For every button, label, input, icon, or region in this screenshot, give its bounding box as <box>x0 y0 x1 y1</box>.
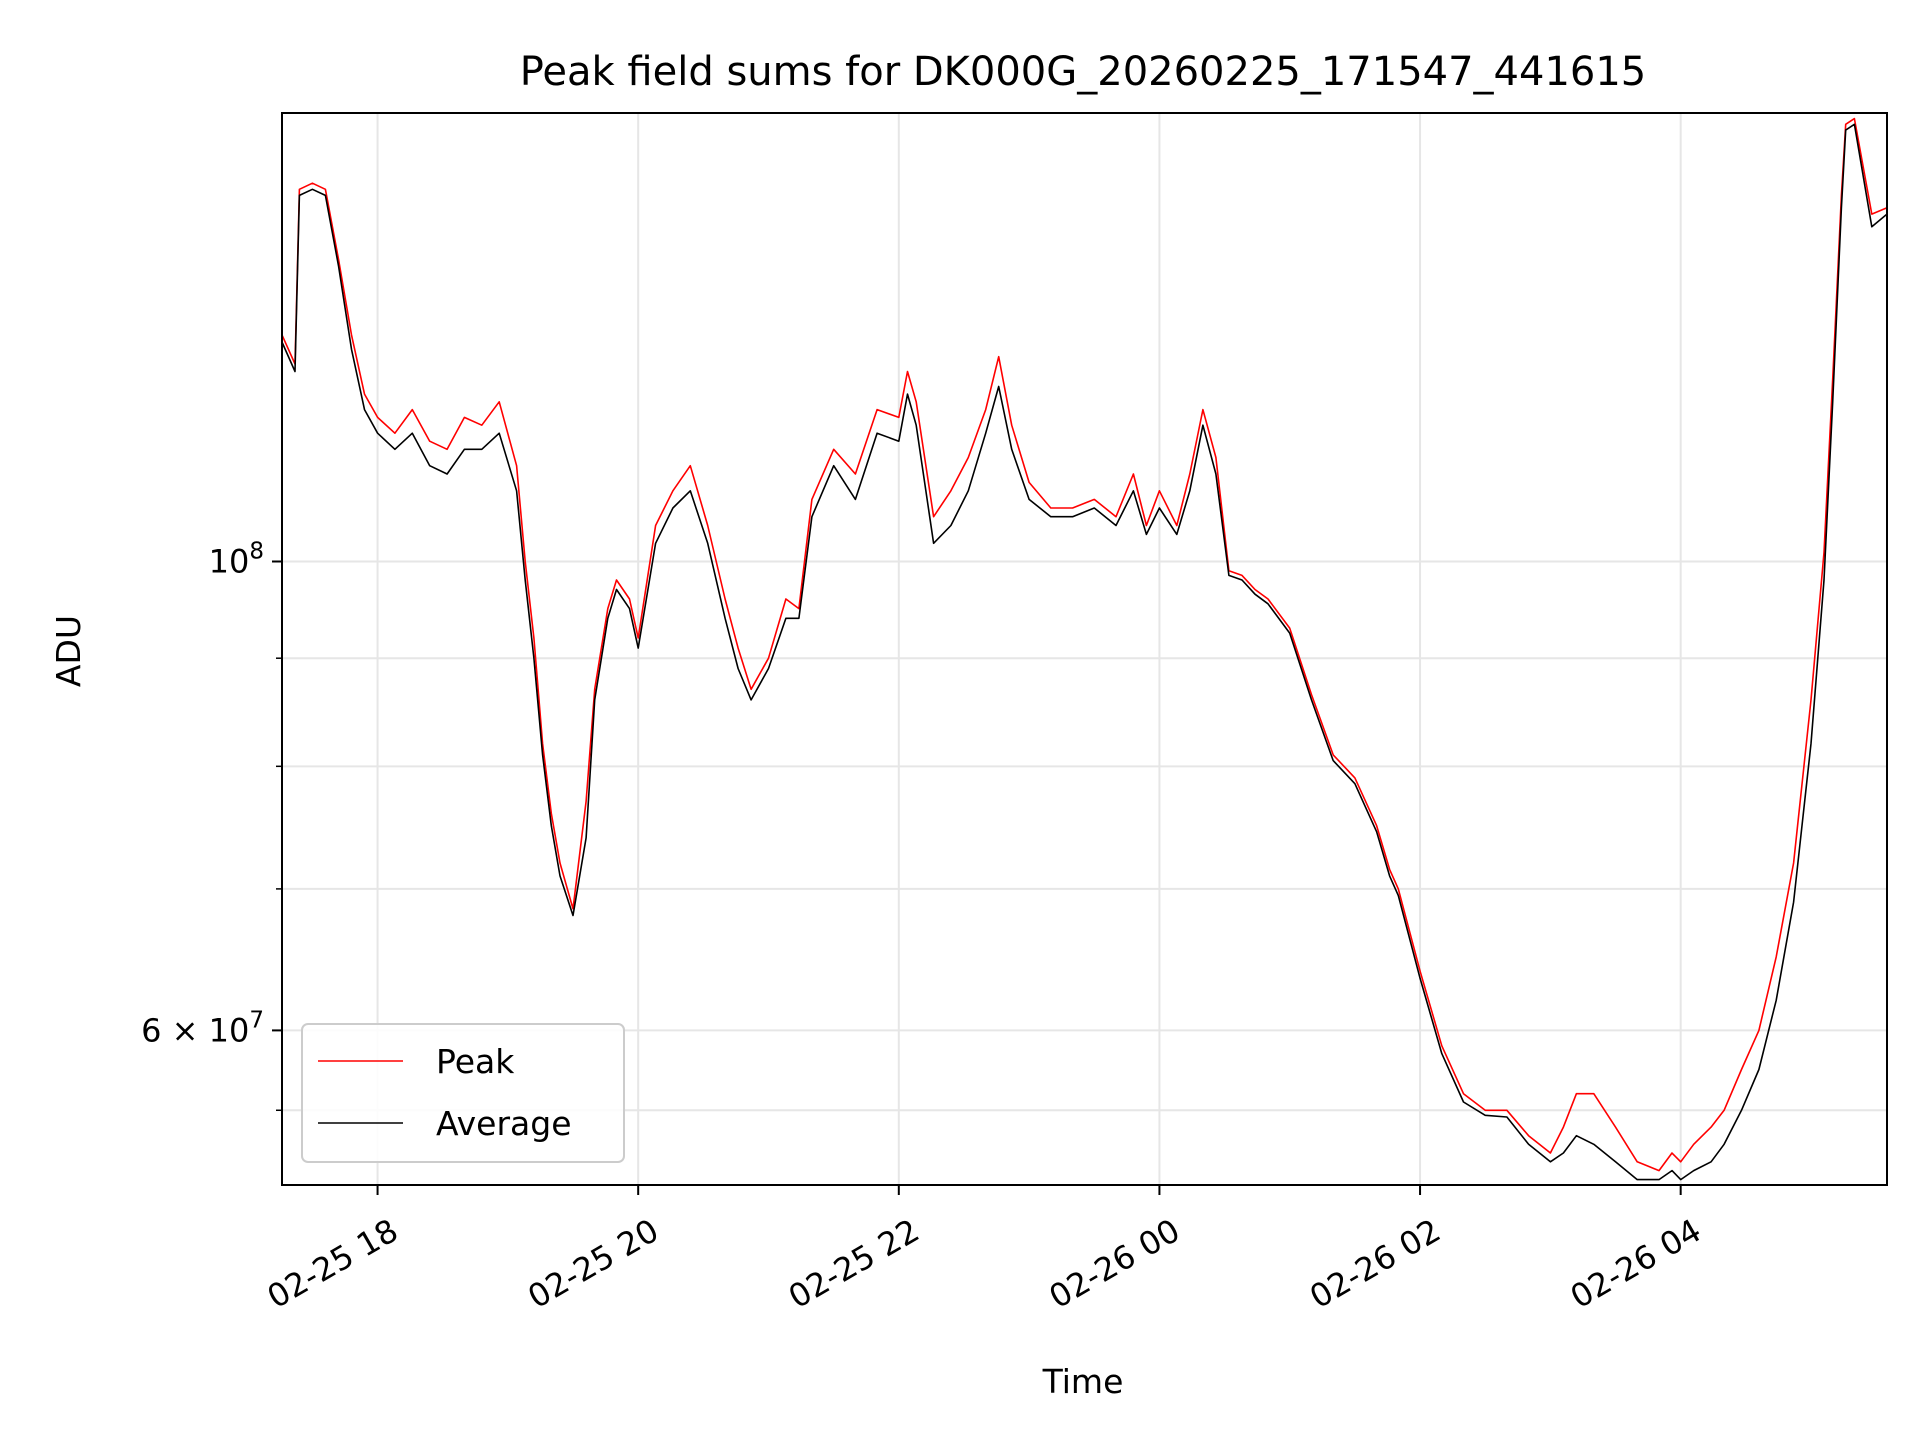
chart-title: Peak field sums for DK000G_20260225_1715… <box>520 49 1647 95</box>
legend-box <box>301 1023 625 1163</box>
x-tick-label: 02-26 00 <box>1043 1211 1187 1316</box>
x-axis-label: Time <box>1042 1362 1124 1401</box>
legend-label-peak: Peak <box>436 1042 515 1081</box>
legend-label-average: Average <box>436 1104 572 1143</box>
legend: Peak Average <box>301 1023 625 1163</box>
x-tick-label: 02-25 22 <box>782 1211 926 1316</box>
y-tick-label: 108 <box>209 538 264 580</box>
y-tick-label: 6 × 107 <box>141 1007 264 1049</box>
x-tick-label: 02-26 02 <box>1303 1211 1447 1316</box>
series-line-average <box>282 123 1887 1181</box>
x-tick-label: 02-25 20 <box>521 1211 665 1316</box>
plot-frame <box>281 112 1888 1186</box>
series-line-peak <box>282 117 1887 1172</box>
series-layer <box>282 117 1887 1181</box>
tick-layer: 02-25 18 02-25 20 02-25 22 02-26 00 02-26 02… <box>141 538 1707 1316</box>
x-tick-label: 02-25 18 <box>261 1211 405 1316</box>
x-tick-label: 02-26 04 <box>1564 1211 1708 1316</box>
y-axis-label: ADU <box>49 615 88 687</box>
